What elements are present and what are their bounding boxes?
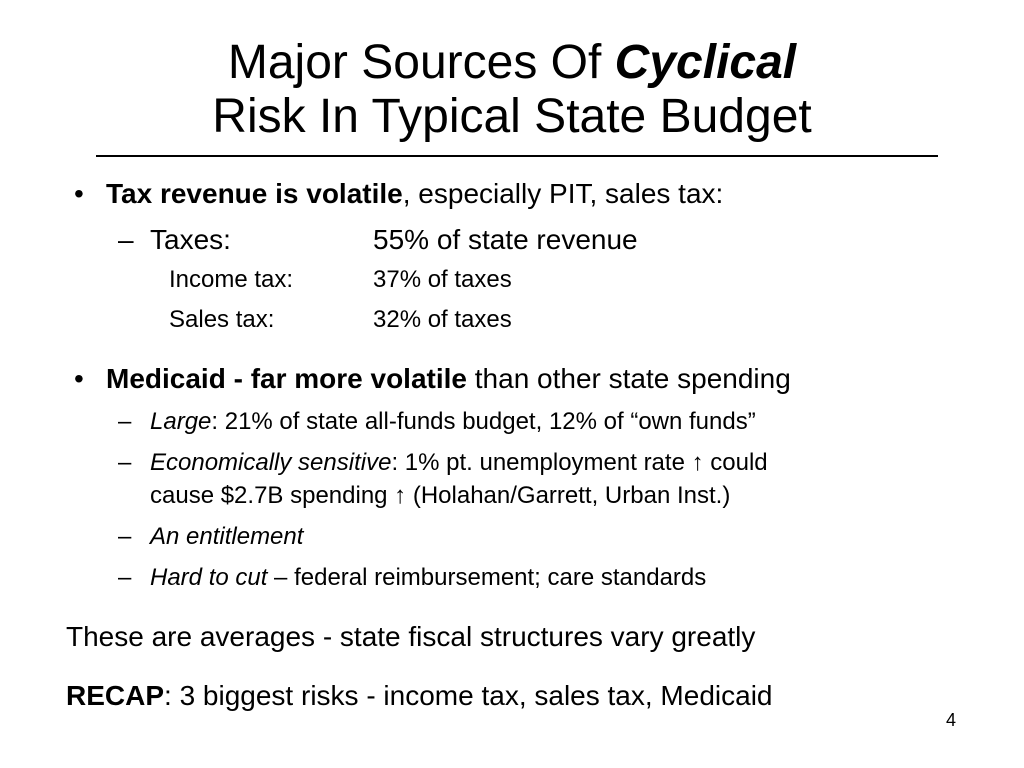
recap-text: : 3 biggest risks - income tax, sales ta…	[164, 680, 773, 711]
income-tax-label: Income tax:	[169, 266, 294, 293]
tax-head-rest: , especially PIT, sales tax:	[402, 178, 724, 209]
sales-tax-label: Sales tax:	[169, 306, 275, 333]
title-line-1: Major Sources Of Cyclical	[0, 36, 1024, 90]
dash-marker: –	[118, 564, 132, 591]
medicaid-item-sensitive: – Economically sensitive: 1% pt. unemplo…	[118, 449, 768, 477]
sales-tax-value: 32% of taxes	[373, 306, 512, 333]
tax-head-bold: Tax revenue is volatile	[106, 178, 403, 209]
item-text: : 21% of state all-funds budget, 12% of …	[211, 408, 756, 435]
title-prefix: Major Sources Of	[227, 36, 615, 89]
item-text: – federal reimbursement; care standards	[267, 564, 707, 591]
recap: RECAP: 3 biggest risks - income tax, sal…	[66, 680, 772, 712]
income-tax-value: 37% of taxes	[373, 266, 512, 293]
item-emphasis: Large	[150, 408, 212, 435]
dash-marker: –	[118, 523, 132, 550]
item-emphasis: Economically sensitive	[150, 449, 392, 476]
slide-title: Major Sources Of Cyclical Risk In Typica…	[0, 36, 1024, 144]
medicaid-item-large: – Large: 21% of state all-funds budget, …	[118, 408, 756, 436]
taxes-label: Taxes:	[150, 224, 231, 255]
bullet-marker: •	[74, 363, 84, 394]
sub-income-tax: Income tax: 37% of taxes	[169, 264, 512, 296]
taxes-value: 55% of state revenue	[373, 224, 638, 255]
page-number: 4	[946, 710, 957, 730]
bullet-marker: •	[74, 178, 84, 209]
medicaid-item-sensitive-continued: cause $2.7B spending ↑ (Holahan/Garrett,…	[150, 482, 731, 509]
item-emphasis: Hard to cut	[150, 564, 268, 591]
title-emphasis: Cyclical	[614, 36, 797, 89]
medicaid-head-rest: than other state spending	[467, 363, 791, 394]
dash-marker: –	[118, 408, 132, 435]
dash-marker: –	[118, 449, 132, 476]
medicaid-item-entitlement: – An entitlement	[118, 523, 303, 551]
title-line-2: Risk In Typical State Budget	[212, 90, 812, 143]
sub-sales-tax: Sales tax: 32% of taxes	[169, 304, 512, 336]
medicaid-item-hard-to-cut: – Hard to cut – federal reimbursement; c…	[118, 564, 706, 592]
item-emphasis: An entitlement	[150, 523, 304, 550]
dash-marker: –	[118, 224, 134, 255]
item-text: : 1% pt. unemployment rate ↑ could	[391, 449, 768, 476]
sub-taxes: – Taxes: 55% of state revenue	[118, 224, 638, 256]
medicaid-head-bold: Medicaid - far more volatile	[106, 363, 467, 394]
note-averages: These are averages - state fiscal struct…	[66, 621, 756, 652]
title-underline	[96, 155, 938, 157]
recap-label: RECAP	[66, 680, 165, 711]
